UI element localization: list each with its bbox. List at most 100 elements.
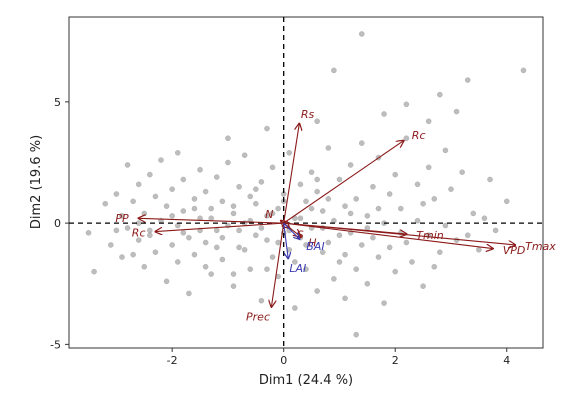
- data-point: [197, 166, 203, 173]
- data-point: [314, 118, 320, 125]
- data-point: [308, 169, 315, 175]
- data-point: [292, 259, 298, 265]
- data-point: [364, 280, 371, 287]
- data-point: [342, 295, 348, 302]
- data-point: [275, 205, 281, 212]
- data-point: [102, 200, 109, 207]
- data-point: [420, 283, 426, 289]
- data-point: [119, 213, 125, 219]
- vector-label-prec-7: Prec: [246, 311, 270, 324]
- vector-lai-b0: [283, 223, 288, 258]
- vector-label-vpd-6: VPD: [503, 244, 526, 257]
- data-point: [442, 222, 449, 229]
- vector-label-rc-3: Rc: [132, 226, 146, 239]
- data-point: [409, 259, 415, 265]
- data-point: [336, 259, 343, 265]
- y-axis-title: Dim2 (19.6 %): [29, 135, 44, 229]
- data-point: [397, 205, 404, 212]
- data-point: [336, 176, 343, 183]
- plot-panel: [68, 16, 544, 349]
- vector-label-tmin-4: Tmin: [416, 229, 443, 242]
- data-point: [236, 244, 242, 251]
- data-point: [269, 210, 276, 217]
- x-axis-title: Dim1 (24.4 %): [259, 373, 353, 388]
- data-point: [331, 276, 337, 282]
- data-point: [186, 234, 192, 241]
- data-point: [392, 171, 399, 178]
- data-point: [258, 179, 265, 185]
- x-tick-label: 0: [280, 354, 287, 367]
- x-tick-label: 4: [503, 354, 510, 367]
- data-point: [241, 152, 248, 159]
- y-tick-label: 5: [54, 96, 61, 109]
- data-point: [230, 210, 237, 217]
- vector-label-h-8: H: [308, 237, 316, 250]
- data-point: [247, 193, 254, 200]
- data-point: [470, 210, 477, 217]
- data-point: [292, 305, 298, 311]
- vector-label-lai-b0: LAI: [289, 262, 306, 275]
- data-point: [202, 263, 209, 270]
- vector-rs-0: [283, 124, 300, 224]
- vector-label-bai-b1: BAI: [306, 240, 324, 253]
- data-point: [135, 181, 142, 188]
- data-point: [347, 210, 354, 217]
- data-point: [225, 159, 231, 166]
- data-point: [437, 91, 443, 98]
- data-point: [308, 205, 315, 212]
- data-point: [375, 254, 382, 260]
- data-point: [448, 186, 454, 192]
- data-point: [347, 162, 354, 168]
- data-point: [225, 135, 231, 142]
- data-point: [303, 242, 309, 248]
- data-point: [91, 268, 97, 275]
- data-point: [375, 205, 382, 212]
- data-point: [124, 162, 131, 168]
- data-point: [358, 242, 365, 248]
- data-point: [180, 208, 187, 214]
- data-point: [147, 171, 153, 178]
- data-point: [119, 254, 125, 260]
- data-point: [213, 244, 220, 251]
- data-point: [147, 227, 153, 234]
- data-point: [364, 225, 371, 231]
- data-point: [358, 140, 365, 146]
- data-point: [253, 186, 259, 192]
- data-point: [191, 196, 198, 202]
- data-point: [331, 67, 337, 74]
- data-point: [520, 67, 527, 74]
- data-point: [213, 174, 220, 180]
- data-point: [130, 251, 136, 258]
- data-point: [442, 147, 449, 154]
- data-point: [459, 169, 465, 175]
- vector-rc-1: [283, 141, 404, 224]
- data-point: [247, 266, 254, 272]
- data-point: [258, 225, 265, 231]
- data-point: [453, 108, 460, 115]
- data-point: [236, 183, 242, 190]
- data-point: [386, 191, 393, 197]
- data-point: [208, 271, 214, 277]
- data-point: [370, 234, 376, 241]
- data-point: [163, 278, 170, 285]
- data-point: [487, 176, 493, 183]
- data-point: [353, 266, 359, 272]
- data-point: [253, 200, 259, 207]
- data-point: [141, 263, 148, 270]
- data-point: [197, 215, 203, 222]
- data-point: [314, 288, 320, 294]
- data-point: [353, 196, 359, 202]
- data-point: [152, 249, 159, 256]
- data-point: [425, 164, 432, 171]
- data-point: [381, 300, 387, 306]
- data-point: [303, 266, 309, 272]
- data-point: [147, 232, 153, 239]
- data-point: [370, 183, 376, 190]
- y-tick-label: 0: [54, 217, 61, 230]
- data-point: [202, 188, 209, 195]
- vector-prec-7: [271, 223, 285, 307]
- data-point: [286, 149, 293, 156]
- data-point: [230, 203, 237, 209]
- data-point: [264, 125, 270, 132]
